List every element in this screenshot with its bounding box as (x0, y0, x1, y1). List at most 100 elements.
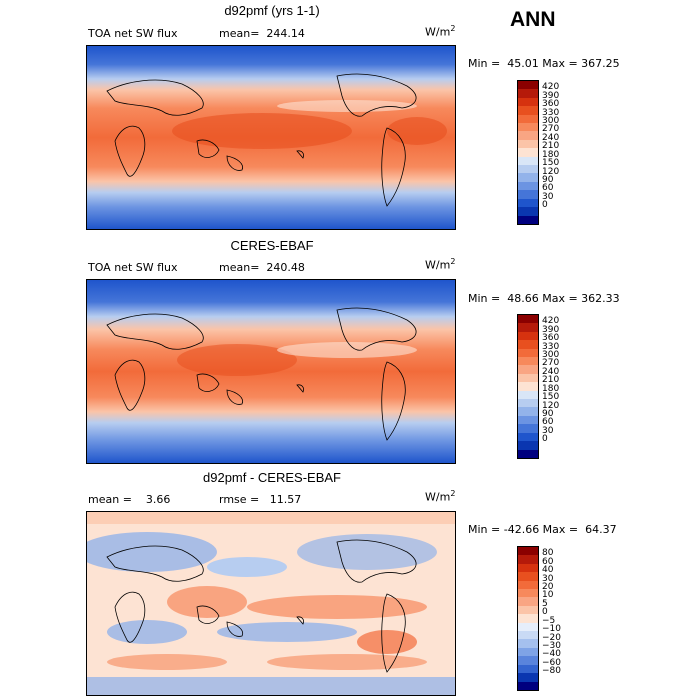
colorbar-tick-label: −10 (542, 624, 561, 635)
colorbar-swatch (518, 315, 538, 324)
colorbar-swatch (518, 340, 538, 349)
colorbar-tick-label: 390 (542, 90, 560, 101)
colorbar-swatch (518, 605, 538, 615)
colorbar-swatch (518, 207, 538, 216)
colorbar-tick-label: 270 (542, 124, 560, 135)
colorbar-swatch (518, 399, 538, 408)
colorbar-tick-label: 240 (542, 132, 560, 143)
colorbar-swatch (518, 572, 538, 581)
colorbar-tick-label: 390 (542, 324, 560, 335)
colorbar-swatch (518, 614, 538, 623)
colorbar-swatch (518, 441, 538, 450)
colorbar-swatch (518, 331, 538, 341)
panel-2-units: W/m2 (425, 257, 456, 272)
colorbar-swatch (518, 382, 538, 391)
colorbar-swatch (518, 198, 538, 208)
panel-3-field (87, 512, 455, 695)
colorbar-swatch (518, 373, 538, 383)
colorbar-tick-label: −80 (542, 666, 561, 677)
colorbar-tick-label: 90 (542, 174, 554, 185)
colorbar-tick-label: 0 (542, 434, 548, 445)
colorbar-swatch (518, 424, 538, 433)
colorbar-swatch (518, 580, 538, 590)
colorbar-swatch (518, 555, 538, 564)
colorbar-tick-label: 330 (542, 341, 560, 352)
colorbar-swatch (518, 148, 538, 157)
colorbar-tick-label: 30 (542, 573, 554, 584)
colorbar-swatch (518, 664, 538, 674)
panel-3-map (86, 511, 456, 696)
colorbar-swatch (518, 131, 538, 140)
colorbar-tick-label: 270 (542, 358, 560, 369)
colorbar-swatch (518, 622, 538, 632)
panel-1-field (87, 46, 455, 229)
season-label: ANN (510, 8, 556, 31)
colorbar-tick-label: 420 (542, 316, 560, 327)
colorbar-tick-label: 300 (542, 116, 560, 127)
colorbar-tick-label: 60 (542, 556, 554, 567)
panel-2-left-label: TOA net SW flux (88, 261, 178, 274)
panel-1-left-label: TOA net SW flux (88, 27, 178, 40)
colorbar-tick-label: 30 (542, 191, 554, 202)
colorbar-tick-label: 180 (542, 383, 560, 394)
colorbar-tick-label: 30 (542, 425, 554, 436)
colorbar-swatch (518, 597, 538, 606)
colorbar-swatch (518, 323, 538, 332)
panel-2-colorbar (517, 314, 539, 459)
colorbar-tick-label: 360 (542, 99, 560, 110)
colorbar-tick-label: −5 (542, 615, 556, 626)
panel-2-map (86, 279, 456, 464)
colorbar-swatch (518, 348, 538, 358)
colorbar-swatch (518, 589, 538, 598)
panel-3-left-label: mean = 3.66 (88, 493, 171, 506)
colorbar-tick-label: 210 (542, 375, 560, 386)
colorbar-swatch (518, 181, 538, 191)
colorbar-swatch (518, 432, 538, 442)
colorbar-swatch (518, 365, 538, 374)
panel-3-units: W/m2 (425, 489, 456, 504)
colorbar-swatch (518, 547, 538, 556)
colorbar-tick-label: −20 (542, 632, 561, 643)
panel-3-title: d92pmf - CERES-EBAF (203, 470, 341, 485)
panel-3-coastlines (106, 539, 417, 673)
colorbar-tick-label: −40 (542, 649, 561, 660)
colorbar-swatch (518, 165, 538, 174)
colorbar-tick-label: −30 (542, 640, 561, 651)
colorbar-tick-label: 0 (542, 200, 548, 211)
colorbar-swatch (518, 97, 538, 107)
panel-1-colorbar (517, 80, 539, 225)
panel-2-coastlines (106, 307, 417, 441)
colorbar-tick-label: 5 (542, 598, 548, 609)
colorbar-tick-label: 300 (542, 350, 560, 361)
colorbar-swatch (518, 407, 538, 416)
colorbar-swatch (518, 81, 538, 90)
colorbar-tick-label: 240 (542, 366, 560, 377)
colorbar-tick-label: 90 (542, 408, 554, 419)
panel-1-mean-label: mean= 244.14 (219, 27, 305, 40)
colorbar-swatch (518, 190, 538, 199)
colorbar-swatch (518, 89, 538, 98)
colorbar-swatch (518, 647, 538, 657)
colorbar-swatch (518, 390, 538, 400)
panel-3-rmse-label: rmse = 11.57 (219, 493, 302, 506)
colorbar-tick-label: 210 (542, 141, 560, 152)
colorbar-swatch (518, 139, 538, 149)
colorbar-tick-label: 420 (542, 82, 560, 93)
colorbar-swatch (518, 673, 538, 682)
colorbar-swatch (518, 563, 538, 573)
colorbar-tick-label: 40 (542, 565, 554, 576)
colorbar-tick-label: 60 (542, 183, 554, 194)
colorbar-tick-label: 80 (542, 548, 554, 559)
colorbar-tick-label: 120 (542, 400, 560, 411)
colorbar-tick-label: 120 (542, 166, 560, 177)
colorbar-swatch (518, 415, 538, 425)
colorbar-swatch (518, 215, 538, 224)
panel-2-title: CERES-EBAF (230, 238, 314, 253)
colorbar-swatch (518, 106, 538, 115)
panel-2-minmax: Min = 48.66 Max = 362.33 (468, 292, 620, 305)
colorbar-swatch (518, 123, 538, 132)
colorbar-tick-label: 150 (542, 158, 560, 169)
colorbar-swatch (518, 656, 538, 665)
panel-2-mean-label: mean= 240.48 (219, 261, 305, 274)
colorbar-tick-label: 60 (542, 417, 554, 428)
